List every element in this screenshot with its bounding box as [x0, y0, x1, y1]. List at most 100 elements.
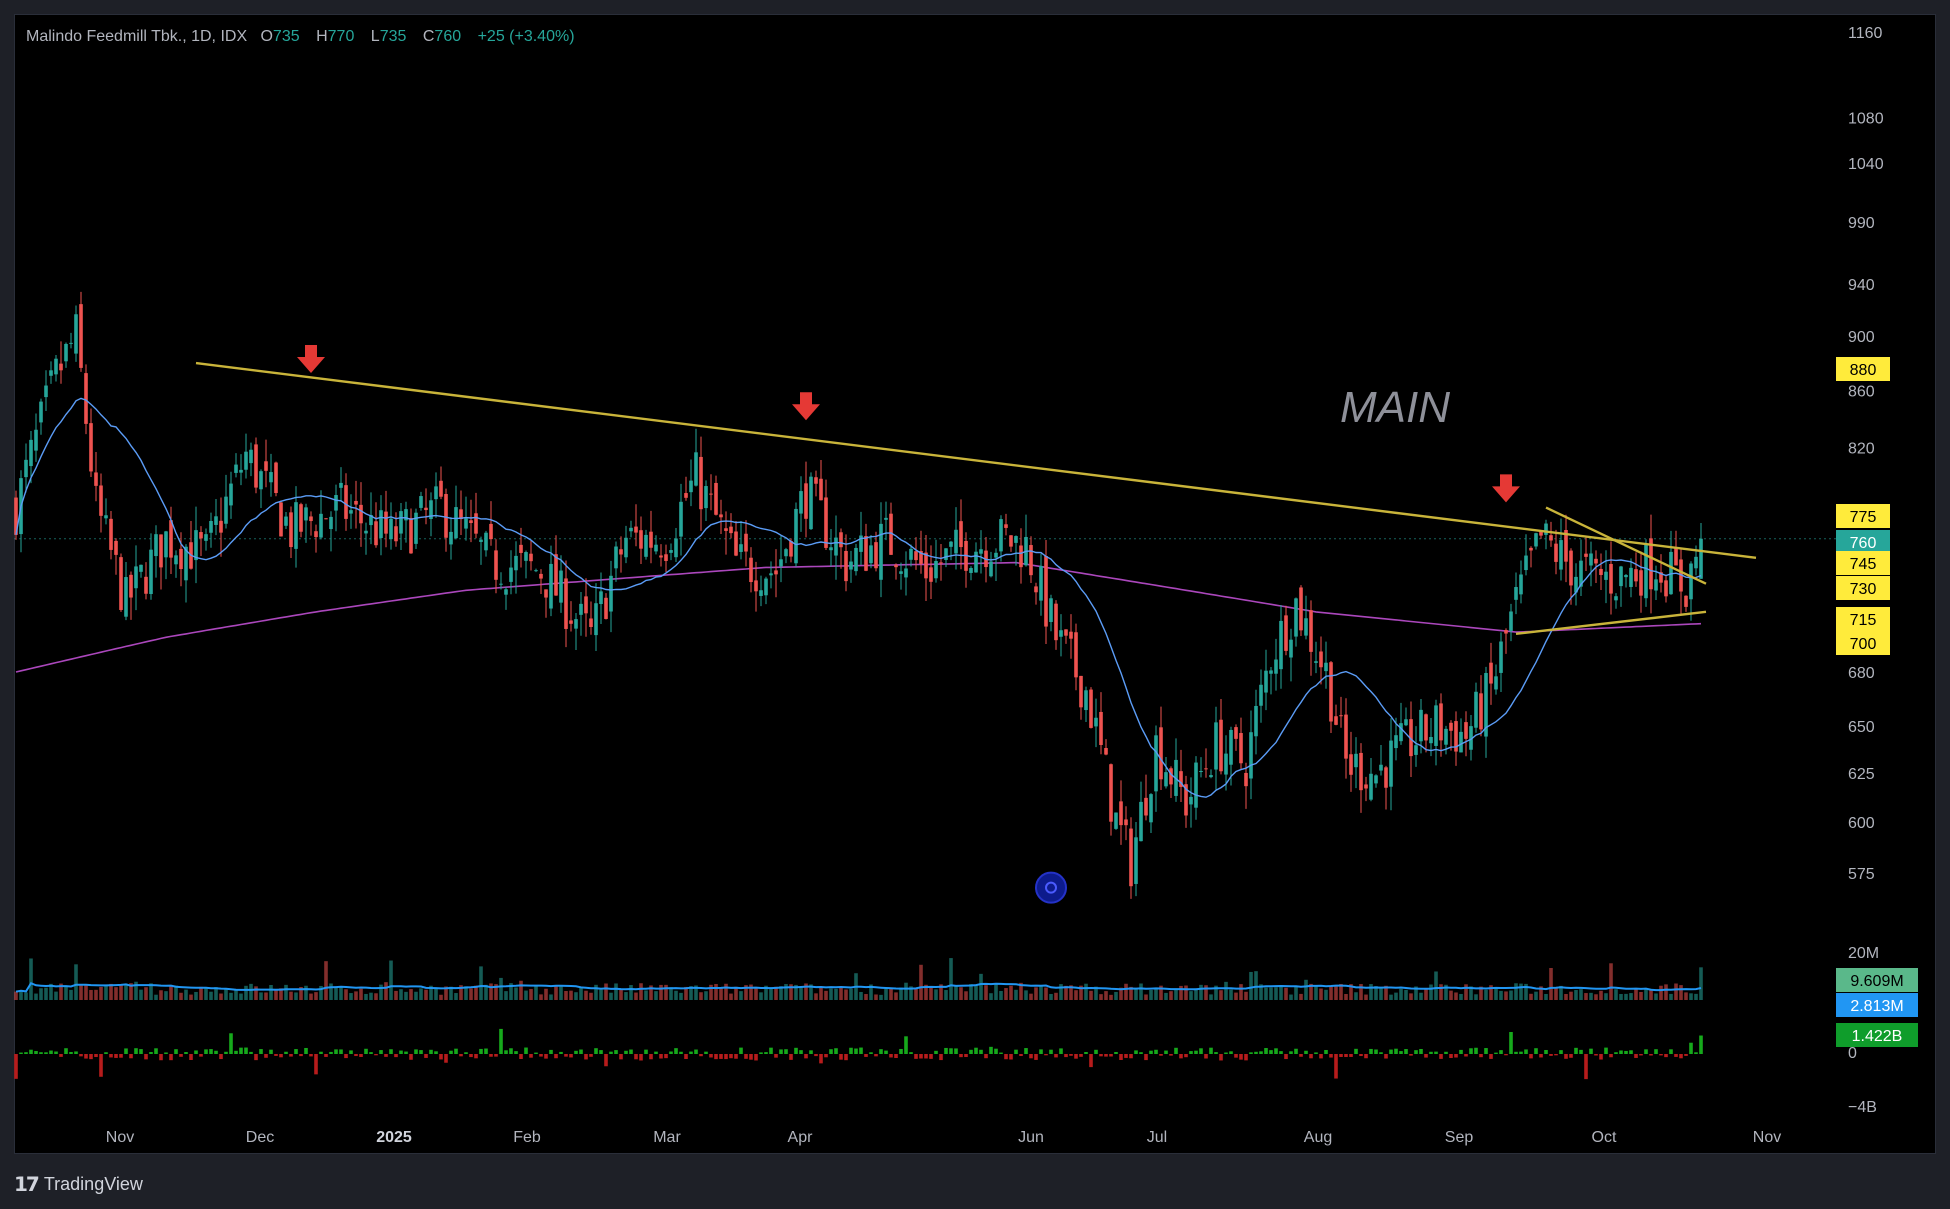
volume-bar — [1349, 984, 1353, 1000]
flow-bar — [869, 1052, 873, 1054]
candle-body — [1619, 566, 1623, 587]
candle — [644, 529, 648, 560]
candle — [1614, 593, 1618, 609]
volume-bar — [54, 991, 58, 1000]
volume-bar — [179, 992, 183, 1000]
candle-body — [424, 507, 428, 511]
time-tick-label: Dec — [246, 1129, 274, 1146]
candle-body — [1659, 572, 1663, 583]
candle-body — [909, 548, 913, 560]
candle — [1144, 774, 1148, 821]
candles-layer — [14, 291, 1703, 899]
volume-bar — [649, 985, 653, 1000]
volume-bar — [294, 992, 298, 1000]
candle-body — [1294, 598, 1298, 637]
candle — [1389, 718, 1393, 811]
candle-body — [704, 486, 708, 509]
volume-bar — [1004, 988, 1008, 1000]
candle — [89, 408, 93, 478]
flow-bar — [889, 1054, 893, 1058]
candle — [334, 484, 338, 532]
candle-body — [1584, 553, 1588, 557]
flow-bar — [1569, 1054, 1573, 1058]
volume-bar — [1369, 984, 1373, 1000]
candle-body — [669, 550, 673, 553]
flow-bar — [419, 1050, 423, 1054]
volume-bar — [559, 985, 563, 1000]
ma-slow-line — [15, 561, 1702, 673]
flow-bar — [1179, 1054, 1183, 1059]
flow-bar — [1314, 1052, 1318, 1054]
flow-bar — [1379, 1052, 1383, 1054]
candle — [574, 613, 578, 650]
flow-bar — [1074, 1054, 1078, 1059]
volume-bar — [1499, 990, 1503, 1000]
price-badge: 880 — [1836, 357, 1890, 381]
volume-bar — [1114, 991, 1118, 1000]
candle — [554, 535, 558, 596]
volume-bar — [1474, 994, 1478, 1000]
candle-body — [1434, 705, 1438, 746]
candle — [654, 535, 658, 555]
candle — [1479, 675, 1483, 737]
volume-bar — [889, 988, 893, 1000]
flow-bar — [1509, 1032, 1513, 1054]
candle — [564, 560, 568, 648]
candle — [394, 512, 398, 547]
candle — [534, 568, 538, 573]
flow-bar — [59, 1054, 63, 1057]
candle — [1024, 514, 1028, 567]
flow-bar — [1224, 1052, 1228, 1054]
candle — [924, 535, 928, 601]
volume-bar — [164, 991, 168, 1000]
arrow-down-icon — [792, 392, 820, 421]
volume-bar — [374, 993, 378, 1000]
flow-bar — [1564, 1054, 1568, 1059]
volume-bar — [669, 987, 673, 1000]
flow-bar — [224, 1051, 228, 1054]
flow-tick-label: −4B — [1848, 1099, 1877, 1116]
flow-bar — [1654, 1049, 1658, 1054]
candle — [74, 305, 78, 362]
volume-bar — [1109, 994, 1113, 1000]
flow-bar — [489, 1054, 493, 1057]
candle-body — [199, 532, 203, 539]
candle — [1524, 534, 1528, 576]
flow-bar — [714, 1054, 718, 1060]
volume-bar — [469, 988, 473, 1000]
price-badge-label: 730 — [1850, 581, 1877, 598]
candle — [1264, 649, 1268, 711]
candle-body — [1694, 556, 1698, 569]
volume-bar — [284, 984, 288, 1000]
time-tick-label: Oct — [1592, 1129, 1617, 1146]
candle-body — [1669, 551, 1673, 595]
flow-bar — [239, 1047, 243, 1054]
candle-body — [894, 564, 898, 568]
candle-body — [329, 516, 333, 530]
candle-body — [1594, 558, 1598, 564]
candle-body — [1054, 603, 1058, 641]
flow-bar — [1369, 1048, 1373, 1054]
flow-bar — [929, 1054, 933, 1059]
candle-body — [1234, 727, 1238, 739]
volume-bar — [604, 983, 608, 1000]
candle-body — [754, 580, 758, 592]
candle — [879, 502, 883, 598]
candle-body — [414, 512, 418, 544]
volume-bar — [1494, 988, 1498, 1000]
candle-body — [1644, 543, 1648, 599]
candle — [729, 513, 733, 539]
volume-pane — [14, 958, 1703, 1000]
candle — [134, 545, 138, 611]
volume-bar — [44, 987, 48, 1000]
candle-body — [1494, 676, 1498, 690]
candle-body — [624, 537, 628, 558]
footer-brand[interactable]: 𝟭𝟳 TradingView — [14, 1170, 143, 1198]
candle — [1049, 594, 1053, 632]
price-badge: 745 — [1836, 551, 1890, 575]
flow-bar — [1544, 1049, 1548, 1054]
flow-bar — [964, 1054, 968, 1058]
candle — [254, 437, 258, 494]
volume-bar — [354, 991, 358, 1000]
